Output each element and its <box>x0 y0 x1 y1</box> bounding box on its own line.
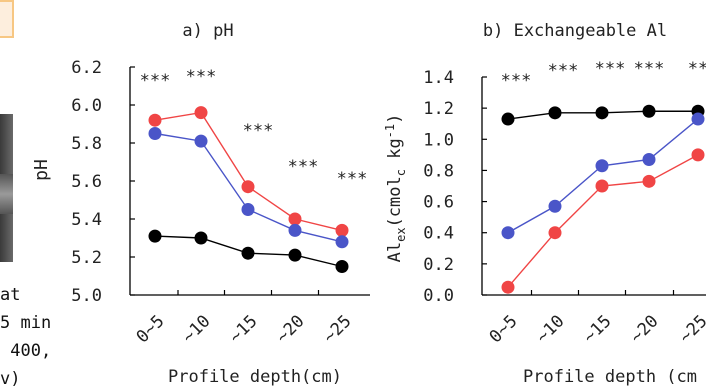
al-y-tick-label: 1.4 <box>423 68 454 88</box>
ph-significance-label: *** <box>186 67 217 87</box>
ph-series-2-point <box>288 248 302 262</box>
al-series-0-point <box>642 104 656 118</box>
ph-x-tick-label: ~10 <box>179 311 215 347</box>
ph-series-1-point <box>148 127 162 140</box>
ph-series-1-point <box>241 203 255 216</box>
al-x-tick-label: ~15 <box>580 311 616 347</box>
ph-x-tick-label: ~15 <box>226 311 262 347</box>
ph-significance-label: *** <box>288 157 319 177</box>
al-y-axis-label-part: kg <box>385 138 405 169</box>
al-chart-title: b) Exchangeable Al <box>483 21 667 41</box>
al-series-2-point <box>501 280 515 294</box>
al-series-1-line <box>507 118 699 234</box>
ph-significance-label: *** <box>140 71 171 91</box>
al-y-axis-label-part: c <box>394 169 408 176</box>
ph-significance-label: *** <box>337 169 368 189</box>
al-x-tick-label: ~25 <box>676 311 706 347</box>
ph-x-axis-label: Profile depth(cm) <box>168 367 342 387</box>
al-x-axis-label: Profile depth (cm <box>523 367 697 387</box>
side-text-line-1: at <box>0 285 21 305</box>
ph-series-2-point <box>148 229 162 243</box>
chart-ph: a) pH 5.0 5.2 5.4 5.6 5.8 6.0 6.2 0~5 ~10 ~15 ~20 ~2… <box>31 21 370 387</box>
al-series-0-point <box>548 106 562 120</box>
ph-series-1-point <box>335 235 349 249</box>
ph-series-0-point <box>241 180 255 194</box>
al-y-tick-label: 0.6 <box>423 193 454 213</box>
al-series-1-point <box>642 153 656 167</box>
al-y-axis-label-part: (cmol <box>385 176 405 227</box>
al-series-0-point <box>501 112 515 126</box>
ph-series-0-point <box>335 223 349 237</box>
al-series-2-point <box>548 226 562 240</box>
al-series-2-line <box>507 154 699 288</box>
al-series-2-point <box>595 179 609 193</box>
ph-series-1-point <box>288 223 302 237</box>
ph-series-2-point <box>194 231 208 245</box>
side-text-line-3: 400, <box>0 341 52 361</box>
ph-series-0-point <box>288 212 302 226</box>
al-significance-label: *** <box>595 59 626 79</box>
ph-x-tick-label: 0~5 <box>133 311 169 347</box>
al-y-tick-label: 1.2 <box>423 99 454 119</box>
al-significance-label: *** <box>501 71 532 91</box>
ph-y-tick-label: 5.8 <box>71 134 102 154</box>
al-y-axis-label-part: ) <box>385 114 405 124</box>
al-y-tick-label: 0.2 <box>423 255 454 275</box>
al-series-1-point <box>691 112 705 126</box>
al-y-tick-label: 0.0 <box>423 286 454 306</box>
al-x-tick-label: ~20 <box>627 311 663 347</box>
side-photo <box>0 114 13 262</box>
ph-series-2-point <box>241 246 255 260</box>
side-text-line-2: 5 min <box>0 313 52 333</box>
ph-y-tick-label: 5.0 <box>71 286 102 306</box>
ph-y-tick-label: 5.2 <box>71 248 102 268</box>
ph-x-tick-label: ~25 <box>320 311 356 347</box>
al-y-axis-label: Alex(cmolc kg-1) <box>383 114 408 263</box>
side-tab <box>0 0 14 38</box>
ph-x-tick-label: ~20 <box>273 311 309 347</box>
al-series-1-point <box>501 226 515 240</box>
al-series-1-point <box>548 199 562 213</box>
al-series-2-point <box>642 174 656 188</box>
ph-y-tick-label: 5.4 <box>71 210 102 230</box>
al-y-axis-label-part: ex <box>394 227 408 241</box>
al-significance-label: *** <box>548 61 579 81</box>
ph-series-0-point <box>194 106 208 120</box>
al-x-tick-label: ~10 <box>533 311 569 347</box>
ph-chart-title: a) pH <box>182 21 233 41</box>
al-y-axis-label-part: Al <box>385 242 405 262</box>
ph-series-0-point <box>148 113 162 127</box>
ph-y-tick-label: 6.0 <box>71 96 102 116</box>
al-y-tick-label: 0.8 <box>423 161 454 181</box>
chart-exchangeable-al: b) Exchangeable Al 0.0 0.2 0.4 0.6 0.8 1.0 1.2 1… <box>383 21 706 387</box>
al-series-0-point <box>595 106 609 120</box>
al-y-axis-label-part: -1 <box>383 124 397 138</box>
al-series-2-point <box>691 148 705 162</box>
al-y-tick-label: 1.0 <box>423 130 454 150</box>
ph-y-tick-label: 5.6 <box>71 172 102 192</box>
ph-y-axis-label: pH <box>31 159 52 181</box>
al-significance-label: *** <box>634 59 665 79</box>
al-significance-label: ** <box>688 59 706 79</box>
al-series-1-point <box>595 159 609 173</box>
side-text-line-4: v) <box>0 369 21 389</box>
ph-y-tick-label: 6.2 <box>71 58 102 78</box>
al-y-tick-label: 0.4 <box>423 224 454 244</box>
ph-series-2-point <box>335 260 349 273</box>
ph-series-1-point <box>194 134 208 148</box>
ph-significance-label: *** <box>243 121 274 141</box>
al-x-tick-label: 0~5 <box>486 311 522 347</box>
